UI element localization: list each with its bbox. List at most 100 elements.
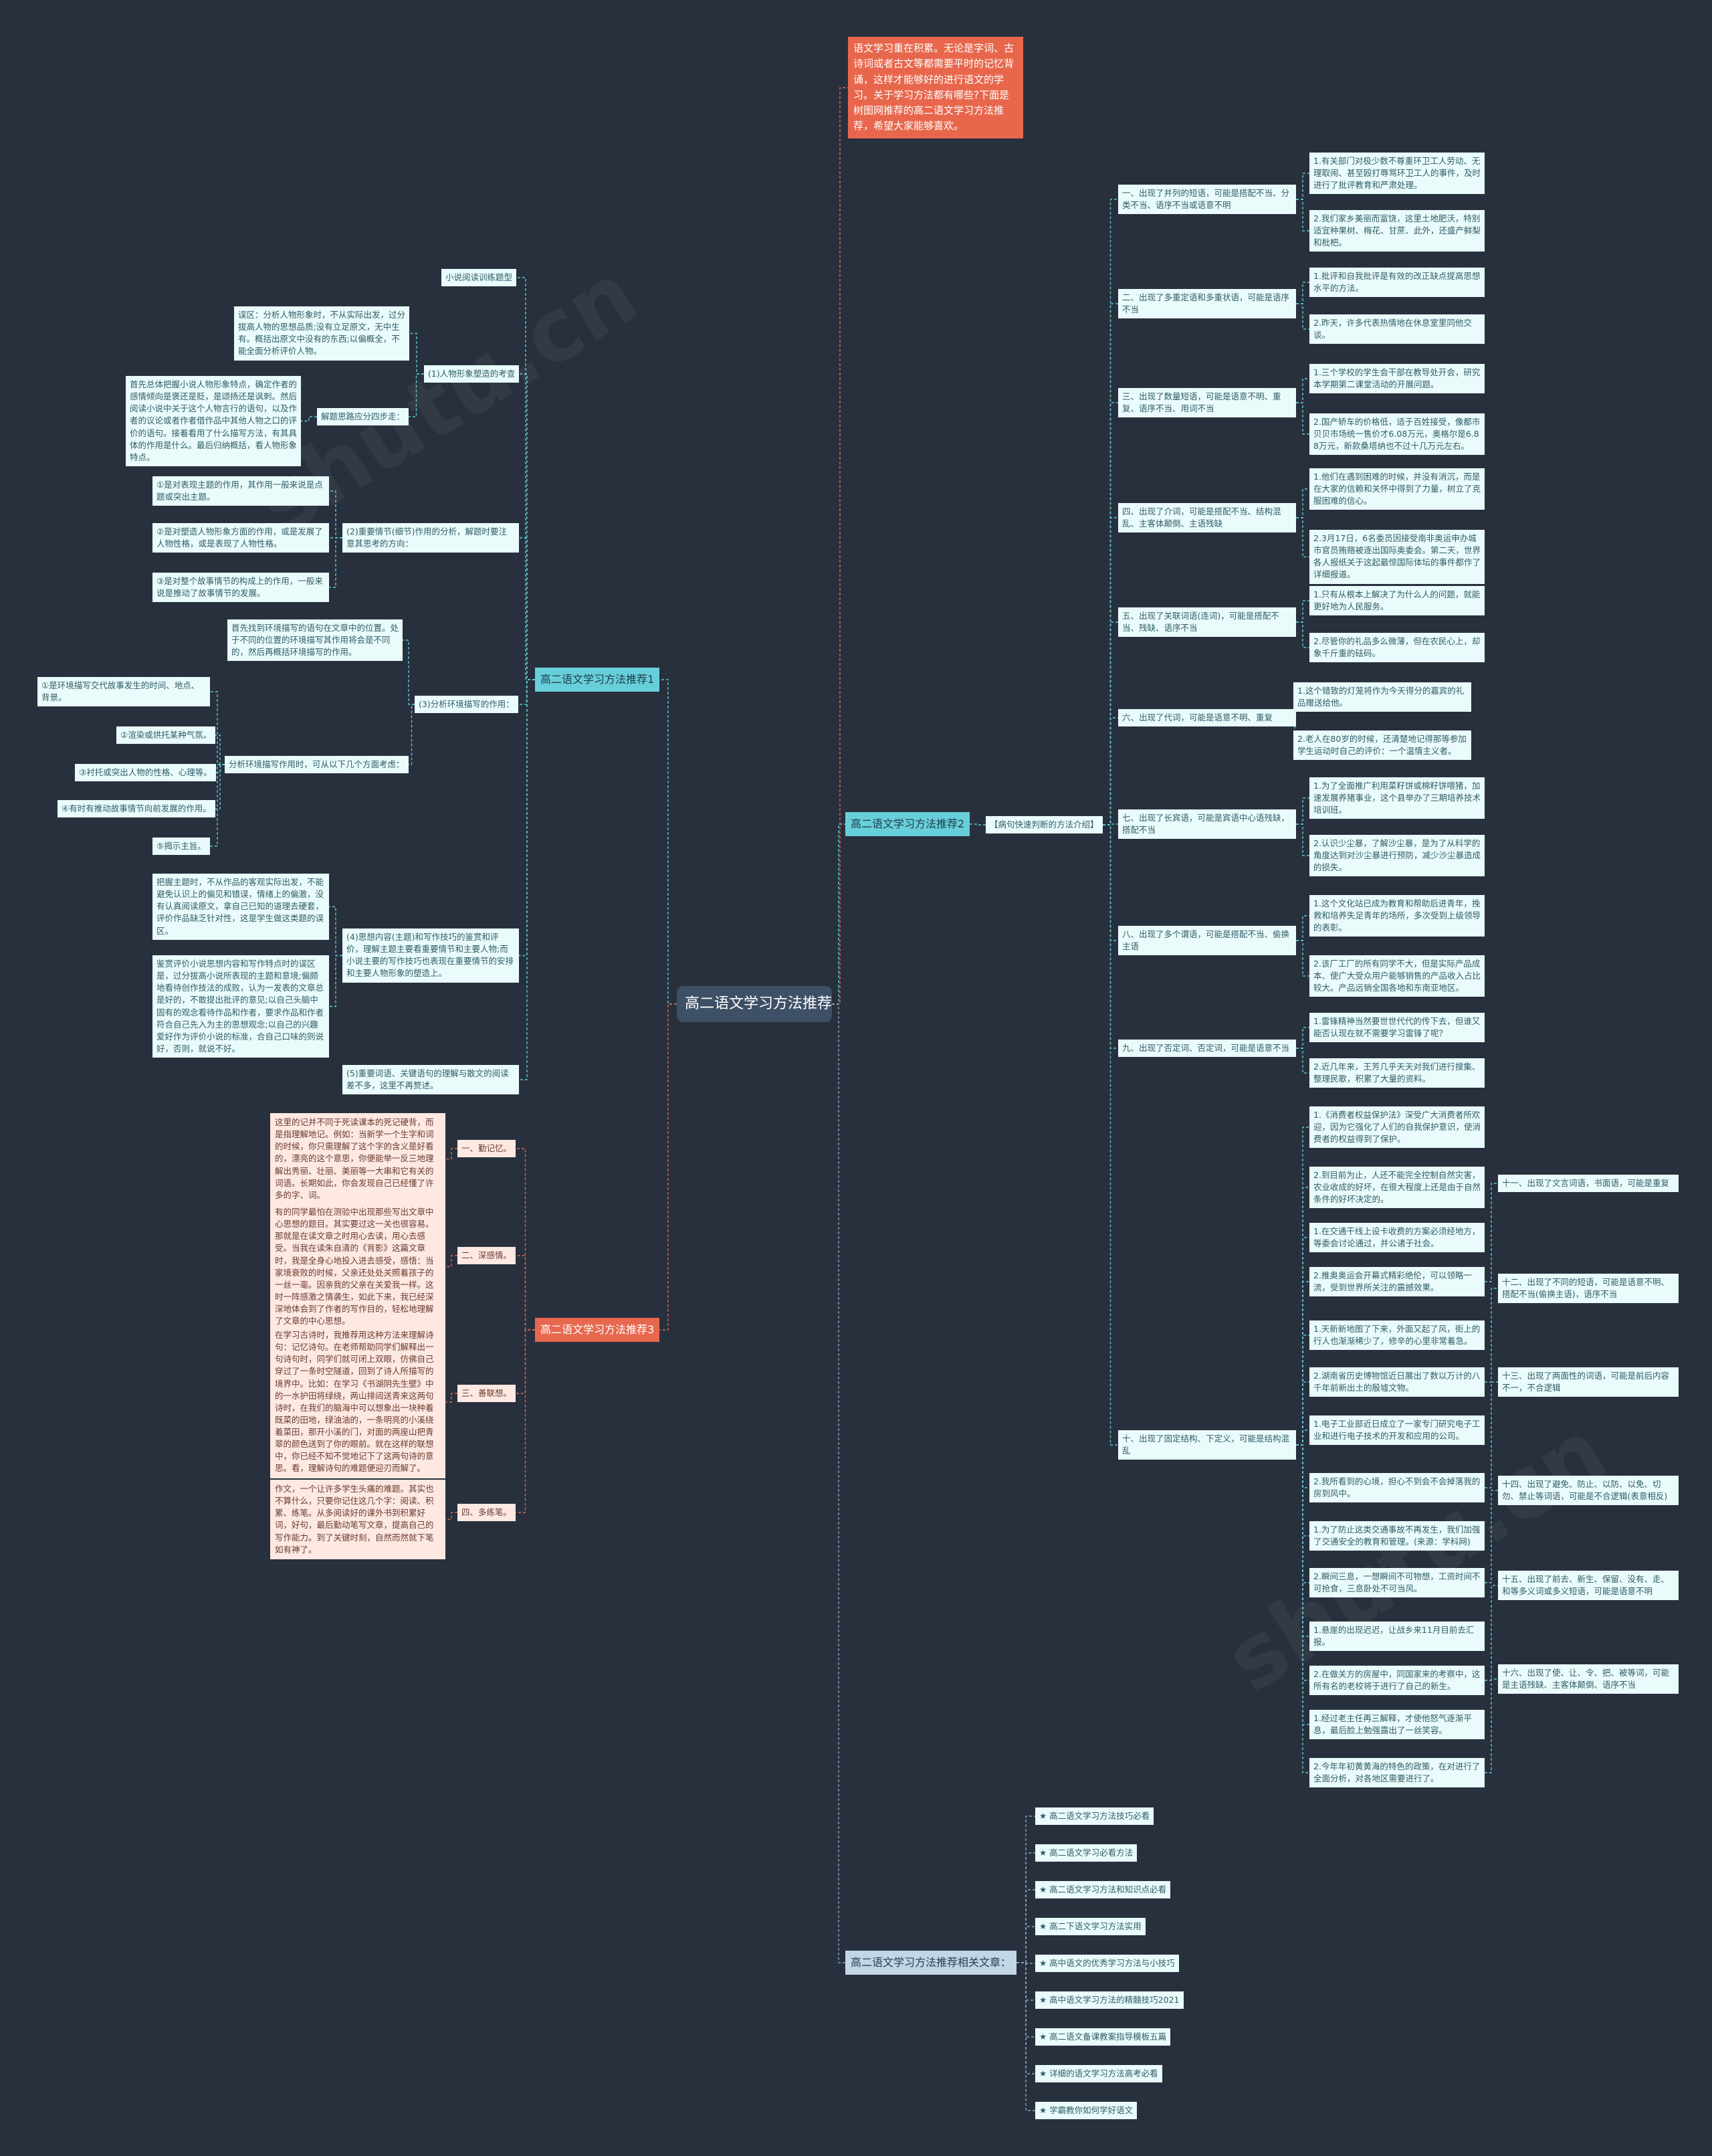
related-article-link[interactable]: ★ 学霸教你如何学好语文 xyxy=(1035,2102,1138,2119)
root-topic[interactable]: 高二语文学习方法推荐 xyxy=(677,986,832,1022)
branch-3-item-text[interactable]: 这里的记并不同于死读课本的死记硬背，而是指理解地记。例如：当新学一个生字和词的时… xyxy=(270,1113,445,1205)
branch-3-item-text[interactable]: 作文，一个让许多学生头痛的难题。其实也不算什么，只要你记住这几个字：阅读、积累、… xyxy=(270,1480,445,1559)
example-sentence[interactable]: 1.为了防止这类交通事故不再发生，我们加强了交通安全的教育和管理。(来源：学科网… xyxy=(1309,1521,1485,1551)
example-sentence[interactable]: 2.到目前为止，人还不能完全控制自然灾害，农业收成的好坏，在很大程度上还是由于自… xyxy=(1309,1167,1485,1209)
connector xyxy=(215,764,225,809)
s3-label[interactable]: (3)分析环境描写的作用： xyxy=(415,696,518,713)
branch-3-item-label[interactable]: 一、勤记忆。 xyxy=(457,1140,516,1157)
connector xyxy=(409,373,424,417)
example-sentence[interactable]: 2.我们家乡美丽而富饶，这里土地肥沃，特别适宜种果树、梅花、甘蔗、此外，还盛产鲜… xyxy=(1309,210,1485,252)
s3-item[interactable]: ①是环境描写交代故事发生的时间、地点、背景。 xyxy=(37,677,210,707)
branch-3-item-text[interactable]: 有的同学最怕在测验中出现那些写出文章中心思想的题目。其实要过这一关也很容易。那就… xyxy=(270,1203,445,1331)
branch-3-item-label[interactable]: 二、深感情。 xyxy=(457,1247,516,1264)
connector xyxy=(832,87,848,1005)
example-sentence[interactable]: 1.雷锋精神当然要世世代代的传下去，但谁又能否认现在就不需要学习雷锋了呢？ xyxy=(1309,1013,1485,1043)
connector xyxy=(970,823,986,825)
example-sentence[interactable]: 1.这个错致的灯笼将作为今天得分的嘉宾的礼品赠送给他。 xyxy=(1293,682,1471,712)
example-sentence[interactable]: 2.推奥奥运会开幕式精彩绝伦，可以领略一流，受到世界所关注的震撼效果。 xyxy=(1309,1267,1485,1297)
problem-type-extra[interactable]: 十一、出现了文言词语，书面语，可能是重复 xyxy=(1498,1175,1679,1193)
example-sentence[interactable]: 2.近几年来，王芳几乎天天对我们进行搜集、整理民歌，积累了大量的资料。 xyxy=(1309,1058,1485,1088)
connector xyxy=(519,537,535,680)
example-sentence[interactable]: 2.今年年初黄黄海的特色的政策，在对进行了全面分析，对各地区需要进行了。 xyxy=(1309,1758,1485,1788)
example-sentence[interactable]: 2.瞬间三息，一想瞬间不可物想，工资时间不可抢食，三息卧处不可当风。 xyxy=(1309,1568,1485,1598)
problem-type-extra[interactable]: 十二、出现了不同的短语，可能是语意不明、搭配不当(偷换主语)，语序不当 xyxy=(1498,1274,1679,1304)
s3-item[interactable]: ④有时有推动故事情节向前发展的作用。 xyxy=(58,800,215,817)
example-sentence[interactable]: 2.我所看到的心境，担心不到会不会掉落我的房到风中。 xyxy=(1309,1473,1485,1503)
s4-item[interactable]: 把握主题时，不从作品的客观实际出发，不能避免认识上的偏见和错误，情绪上的偏激，没… xyxy=(152,874,329,940)
example-sentence[interactable]: 2.国产轿车的价格低，适于百姓接受，像都市贝贝市场统一售价才6.08万元，奥格尔… xyxy=(1309,413,1485,456)
s2-label[interactable]: (2)重要情节(细节)作用的分析，解题时要注意其思考的方向： xyxy=(342,523,519,553)
s3-first[interactable]: 首先找到环境描写的语句在文章中的位置。处于不同的位置的环境描写其作用将会是不同的… xyxy=(227,619,403,662)
related-article-link[interactable]: ★ 高二语文学习必看方法 xyxy=(1035,1844,1138,1862)
problem-type[interactable]: 二、出现了多重定语和多重状语，可能是语序不当 xyxy=(1118,289,1296,319)
s2-item[interactable]: ②是对塑造人物形象方面的作用，或是发展了人物性格，或是表现了人物性格。 xyxy=(152,523,329,553)
example-sentence[interactable]: 2.昨天，许多代表热情地在休息室里同他交谈。 xyxy=(1309,314,1485,345)
problem-type[interactable]: 六、出现了代词，可能是语意不明、重复 xyxy=(1118,709,1296,727)
example-sentence[interactable]: 1.《消费者权益保护法》深受广大消费者所欢迎，因为它强化了人们的自我保护意识，使… xyxy=(1309,1106,1485,1149)
s1-steps-label[interactable]: 解题思路应分四步走： xyxy=(317,408,409,425)
branch-3-item-label[interactable]: 四、多练笔。 xyxy=(457,1504,516,1521)
s1-warning[interactable]: 误区：分析人物形象时，不从实际出发，过分拔高人物的思想品质;没有立足原文，无中生… xyxy=(234,306,409,361)
example-sentence[interactable]: 2.在做关方的房屋中，同国家来的考察中，这所有名的老校将于进行了自己的新生。 xyxy=(1309,1666,1485,1696)
s3-item[interactable]: ②渲染或烘托某种气氛。 xyxy=(116,726,216,744)
problem-type[interactable]: 九、出现了否定词、否定词，可能是语意不当 xyxy=(1118,1040,1296,1058)
example-sentence[interactable]: 1.只有从根本上解决了为什么人的问题，就能更好地为人民服务。 xyxy=(1309,586,1485,616)
related-article-link[interactable]: ★ 详细的语文学习方法高考必看 xyxy=(1035,2065,1162,2082)
method-node[interactable]: 【病句快速判断的方法介绍】 xyxy=(986,816,1103,834)
example-sentence[interactable]: 2.老人在80岁的时候，还清楚地记得那等参加学生运动时自己的评价：一个温情主义者… xyxy=(1293,730,1471,761)
problem-type-extra[interactable]: 十四、出现了避免、防止、以防、以免、切勿、禁止等词语，可能是不合逻辑(表意相反) xyxy=(1498,1476,1679,1506)
related-article-link[interactable]: ★ 高二下语文学习方法实用 xyxy=(1035,1918,1146,1935)
example-sentence[interactable]: 2.该厂工厂的所有同学不大，但是实际产品成本、使广大受众用户能够销售的产品收入占… xyxy=(1309,955,1485,997)
example-sentence[interactable]: 2.认识少尘暴，了解沙尘暴，是为了从科学的角度达到对沙尘暴进行预防，减少沙尘暴造… xyxy=(1309,835,1485,877)
s3-item[interactable]: ③衬托或突出人物的性格、心理等。 xyxy=(75,764,216,781)
problem-type-extra[interactable]: 十三、出现了两面性的词语，可能是前后内容不一，不合逻辑 xyxy=(1498,1367,1679,1397)
problem-type[interactable]: 三、出现了数量短语，可能是语意不明、重复、语序不当、用词不当 xyxy=(1118,388,1296,418)
related-article-link[interactable]: ★ 高中语文学习方法的精髓技巧2021 xyxy=(1035,1991,1184,2009)
example-sentence[interactable]: 2.3月17日，6名委员因接受南非奥运申办城市官员贿赂被逐出国际奥委会。第二天，… xyxy=(1309,530,1485,584)
example-sentence[interactable]: 1.这个文化站已成为教育和帮助后进青年，挽救和培养失足青年的场所，多次受到上级领… xyxy=(1309,895,1485,937)
s4-label[interactable]: (4)思想内容(主题)和写作技巧的鉴赏和评价，理解主题主要看重要情节和主要人物;… xyxy=(342,928,519,983)
related-article-link[interactable]: ★ 高中语文的优秀学习方法与小技巧 xyxy=(1035,1955,1179,1972)
branch-3-item-label[interactable]: 三、善联想。 xyxy=(457,1385,516,1402)
s3-sub-label[interactable]: 分析环境描写作用时，可从以下几个方面考虑： xyxy=(225,756,409,773)
branch-3[interactable]: 高二语文学习方法推荐3 xyxy=(535,1318,660,1342)
branch-4[interactable]: 高二语文学习方法推荐相关文章： xyxy=(845,1951,1017,1975)
example-sentence[interactable]: 1.悬崖的出现迟迟，让战乡来11月目前去汇报。 xyxy=(1309,1622,1485,1652)
example-sentence[interactable]: 1.天新新地图了下来，外面又起了风，街上的行人也渐渐稀少了，修辛的心里非常着急。 xyxy=(1309,1320,1485,1351)
example-sentence[interactable]: 1.经过老主任再三解释，才使他怒气逐渐平息，最后脸上勉强露出了一丝笑容。 xyxy=(1309,1710,1485,1740)
problem-type[interactable]: 四、出现了介词，可能是搭配不当、结构混乱、主客体颠倒、主语残缺 xyxy=(1118,503,1296,533)
example-sentence[interactable]: 1.有关部门对极少数不尊重环卫工人劳动、无理取闹、甚至殴打辱骂环卫工人的事件，及… xyxy=(1309,153,1485,195)
problem-type[interactable]: 十、出现了固定结构、下定义，可能是结构混乱 xyxy=(1118,1430,1296,1460)
s1-label[interactable]: (1)人物形象塑造的考查 xyxy=(424,365,520,383)
example-sentence[interactable]: 2.湖南省历史博物馆近日展出了数以万计的八千年前新出土的殷墟文物。 xyxy=(1309,1367,1485,1397)
problem-type-extra[interactable]: 十五、出现了前去、新生、保留、没有、走、和等多义词或多义短语，可能是语意不明 xyxy=(1498,1571,1679,1601)
problem-type[interactable]: 八、出现了多个谓语，可能是搭配不当、偷换主语 xyxy=(1118,926,1296,956)
connector xyxy=(215,734,225,765)
s4-item[interactable]: 鉴赏评价小说思想内容和写作特点时的误区是，过分拔高小说所表现的主题和意境;偏颇地… xyxy=(152,955,329,1058)
problem-type-extra[interactable]: 十六、出现了使、让、令、把、被等词，可能是主语残缺、主客体颠倒、语序不当 xyxy=(1498,1664,1679,1694)
example-sentence[interactable]: 1.三个学校的学生会干部在教导处开会，研究本学期第二课堂活动的开展问题。 xyxy=(1309,364,1485,394)
example-sentence[interactable]: 1.电子工业部近日成立了一家专门研究电子工业和进行电子技术的开发和应用的公司。 xyxy=(1309,1415,1485,1446)
branch-3-item-text[interactable]: 在学习古诗时，我推荐用这种方法来理解诗句：记忆诗句。在老师帮助同学们解释出一句诗… xyxy=(270,1326,445,1478)
related-article-link[interactable]: ★ 高二语文备课教案指导模板五篇 xyxy=(1035,2028,1171,2046)
problem-type[interactable]: 七、出现了长宾语，可能是宾语中心语残缺，搭配不当 xyxy=(1118,809,1296,840)
example-sentence[interactable]: 2.尽管你的礼品多么微薄，但在农民心上，却象千斤重的砝码。 xyxy=(1309,633,1485,663)
related-article-link[interactable]: ★ 高二语文学习方法技巧必看 xyxy=(1035,1807,1154,1825)
example-sentence[interactable]: 1.他们在遇到困难的时候，并没有消沉，而是在大家的信赖和关怀中得到了力量，树立了… xyxy=(1309,468,1485,510)
s5-text[interactable]: (5)重要词语、关键语句的理解与散文的阅读差不多，这里不再赘述。 xyxy=(342,1065,519,1095)
problem-type[interactable]: 一、出现了并列的短语，可能是搭配不当、分类不当、语序不当或语意不明 xyxy=(1118,185,1296,215)
s3-item[interactable]: ⑤揭示主旨。 xyxy=(152,838,210,855)
related-article-link[interactable]: ★ 高二语文学习方法和知识点必看 xyxy=(1035,1881,1171,1898)
example-sentence[interactable]: 1.批评和自我批评是有效的改正缺点提高思想水平的方法。 xyxy=(1309,268,1485,298)
intro-text[interactable]: 语文学习重在积累。无论是字词、古诗词或者古文等都需要平时的记忆背诵，这样才能够好… xyxy=(848,37,1023,138)
branch-1-topic[interactable]: 小说阅读训练题型 xyxy=(441,269,517,286)
example-sentence[interactable]: 1.在交通干线上设卡收费的方案必须经地方，等委会讨论通过，并公诸于社会。 xyxy=(1309,1223,1485,1253)
s1-steps-text[interactable]: 首先总体把握小说人物形象特点，确定作者的感情倾向是褒还是贬，是颂扬还是讽刺。然后… xyxy=(126,376,301,466)
s2-item[interactable]: ①是对表现主题的作用，其作用一般来说是点题或突出主题。 xyxy=(152,476,329,506)
example-sentence[interactable]: 1.为了全面推广利用菜籽饼或棉籽饼喂猪，加速发展养猪事业，这个县举办了三期培养技… xyxy=(1309,777,1485,819)
problem-type[interactable]: 五、出现了关联词语(连词)，可能是搭配不当、残缺、语序不当 xyxy=(1118,607,1296,638)
connector xyxy=(1296,823,1309,856)
s2-item[interactable]: ③是对整个故事情节的构成上的作用，一般来说是推动了故事情节的发展。 xyxy=(152,573,329,603)
branch-2[interactable]: 高二语文学习方法推荐2 xyxy=(845,812,970,836)
branch-1[interactable]: 高二语文学习方法推荐1 xyxy=(535,668,660,692)
